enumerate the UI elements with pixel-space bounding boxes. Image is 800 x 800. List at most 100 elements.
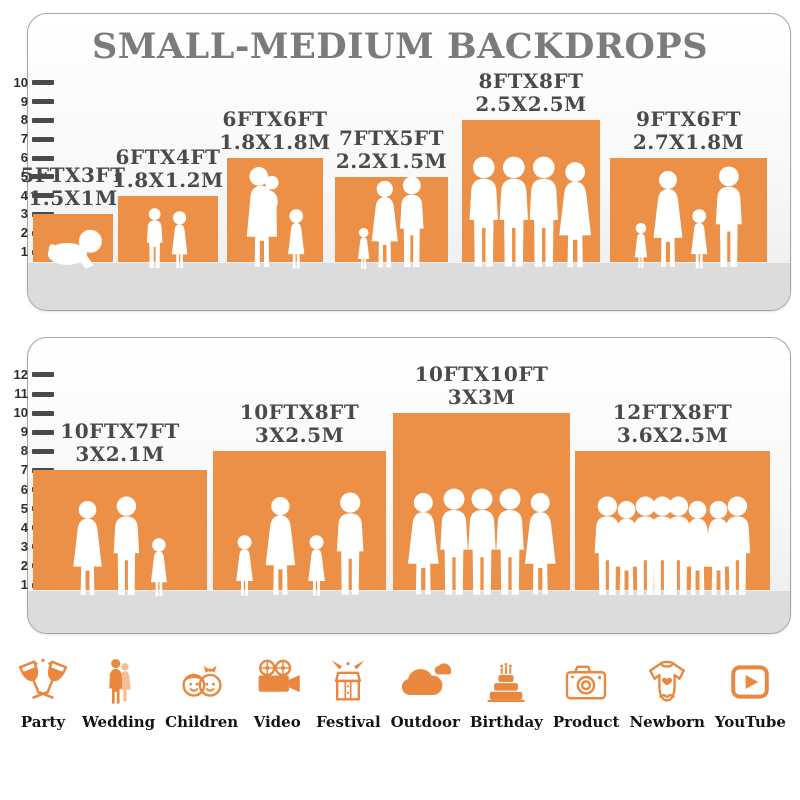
axis-tick-mark — [32, 136, 54, 142]
axis-tick-label: 2 — [20, 557, 28, 573]
category-newborn: Newborn — [629, 656, 705, 731]
size-ft-label: 12FTX8FT — [612, 400, 733, 425]
size-ft-label: 10FTX8FT — [239, 400, 360, 425]
page-title: SMALL-MEDIUM BACKDROPS — [91, 26, 709, 67]
category-label: Birthday — [469, 713, 543, 731]
size-ft-label: 5FTX3FT — [20, 163, 126, 188]
axis-tick-label: 4 — [20, 519, 28, 535]
backdrop-size-label: 12FTX8FT 3.6X2.5M — [578, 401, 768, 447]
backdrop-size-label: 10FTX7FT 3X2.1M — [25, 420, 215, 466]
category-party: Party — [14, 656, 72, 731]
festival-icon — [322, 656, 374, 708]
birthday-icon — [480, 656, 532, 708]
axis-tick-label: 8 — [20, 112, 28, 128]
size-m-label: 1.8X1.2M — [112, 167, 224, 192]
axis-tick-label: 10 — [13, 74, 28, 90]
axis-tick-mark — [32, 117, 54, 123]
backdrop-size-label: 9FTX6FT 2.7X1.8M — [594, 108, 784, 154]
size-ft-label: 8FTX8FT — [478, 69, 584, 94]
children-icon — [176, 656, 228, 708]
category-birthday: Birthday — [470, 656, 543, 731]
size-ft-label: 6FTX6FT — [222, 107, 328, 131]
size-m-label: 3X2.5M — [254, 423, 345, 448]
axis-tick-label: 1 — [20, 244, 28, 259]
size-m-label: 1.8X1.8M — [219, 130, 331, 154]
size-m-label: 2.7X1.8M — [632, 130, 745, 154]
man-silhouette — [106, 496, 147, 598]
floor-strip — [28, 591, 790, 633]
category-row: Party Wedding — [0, 656, 800, 731]
axis-tick-label: 3 — [20, 538, 28, 554]
axis-tick-mark — [32, 448, 54, 454]
category-video: Video — [248, 656, 306, 731]
axis-tick-label: 7 — [20, 462, 28, 478]
axis-tick-label: 6 — [20, 150, 28, 165]
axis-tick-mark — [32, 99, 54, 105]
category-label: Product — [552, 713, 620, 731]
category-festival: Festival — [316, 656, 381, 731]
size-m-label: 3X2.1M — [75, 442, 165, 467]
category-label: Wedding — [81, 713, 156, 731]
man-silhouette — [708, 166, 750, 270]
axis-tick-label: 11 — [14, 386, 28, 401]
axis-tick-label: 7 — [20, 131, 28, 147]
woman-silhouette — [257, 496, 304, 598]
category-outdoor: Outdoor — [391, 656, 460, 731]
outdoor-icon — [399, 656, 452, 708]
axis-tick-mark — [32, 174, 54, 180]
axis-tick-label: 9 — [20, 424, 28, 440]
video-icon — [251, 656, 303, 708]
size-ft-label: 9FTX6FT — [635, 107, 741, 131]
axis-tick-mark — [32, 372, 54, 378]
size-m-label: 3.6X2.5M — [616, 423, 729, 448]
axis-tick-label: 5 — [20, 168, 28, 184]
figures-group — [590, 166, 787, 270]
party-icon — [17, 656, 69, 708]
size-ft-label: 6FTX4FT — [115, 144, 221, 169]
size-ft-label: 10FTX10FT — [414, 362, 549, 387]
figures-group — [555, 496, 790, 598]
category-label: Newborn — [629, 713, 705, 731]
axis-tick-mark — [32, 429, 54, 435]
axis-tick-mark — [32, 410, 54, 416]
category-children: Children — [165, 656, 238, 731]
man-silhouette — [329, 492, 371, 598]
size-ft-label: 10FTX7FT — [60, 419, 180, 444]
category-label: YouTube — [714, 713, 786, 731]
axis-tick-label: 3 — [20, 206, 28, 222]
man-silhouette — [717, 496, 758, 598]
axis-tick-label: 4 — [20, 187, 28, 203]
girl-silhouette — [143, 537, 175, 598]
size-m-label: 3X3M — [447, 385, 516, 410]
category-label: Party — [20, 713, 66, 731]
axis-tick-label: 6 — [20, 481, 28, 497]
category-product: Product — [553, 656, 620, 731]
youtube-icon — [724, 656, 776, 708]
axis-tick-label: 9 — [20, 93, 28, 109]
axis-tick-mark — [32, 391, 54, 397]
axis-tick-label: 5 — [20, 500, 28, 516]
backdrop-bar-6ftx4ft — [118, 195, 218, 262]
backdrop-size-label: 7FTX5FT 2.2X1.5M — [297, 125, 487, 173]
category-label: Children — [165, 713, 239, 731]
backdrop-size-label: 10FTX10FT 3X3M — [387, 363, 577, 409]
axis-tick-label: 10 — [13, 405, 28, 421]
size-ft-label: 7FTX5FT — [338, 125, 444, 150]
axis-tick-mark — [32, 80, 54, 86]
backdrop-size-label: 8FTX8FT 2.5X2.5M — [436, 70, 626, 116]
backdrop-size-label: 5FTX3FT 1.5X1M — [0, 164, 168, 210]
axis-tick-label: 2 — [20, 225, 28, 241]
category-label: Festival — [316, 713, 381, 731]
axis-tick-label: 1 — [20, 577, 28, 592]
woman-silhouette — [65, 500, 110, 598]
axis-tick-mark — [32, 155, 54, 161]
backdrop-size-label: 6FTX4FT 1.8X1.2M — [73, 144, 263, 192]
backdrop-size-label: 6FTX6FT 1.8X1.8M — [180, 108, 370, 154]
axis-tick-label: 8 — [20, 443, 28, 459]
size-m-label: 2.5X2.5M — [475, 92, 587, 117]
floor-strip — [28, 263, 790, 310]
axis-tick-label: 12 — [13, 366, 28, 382]
girl-silhouette — [164, 210, 195, 270]
size-m-label: 2.2X1.5M — [335, 148, 448, 173]
